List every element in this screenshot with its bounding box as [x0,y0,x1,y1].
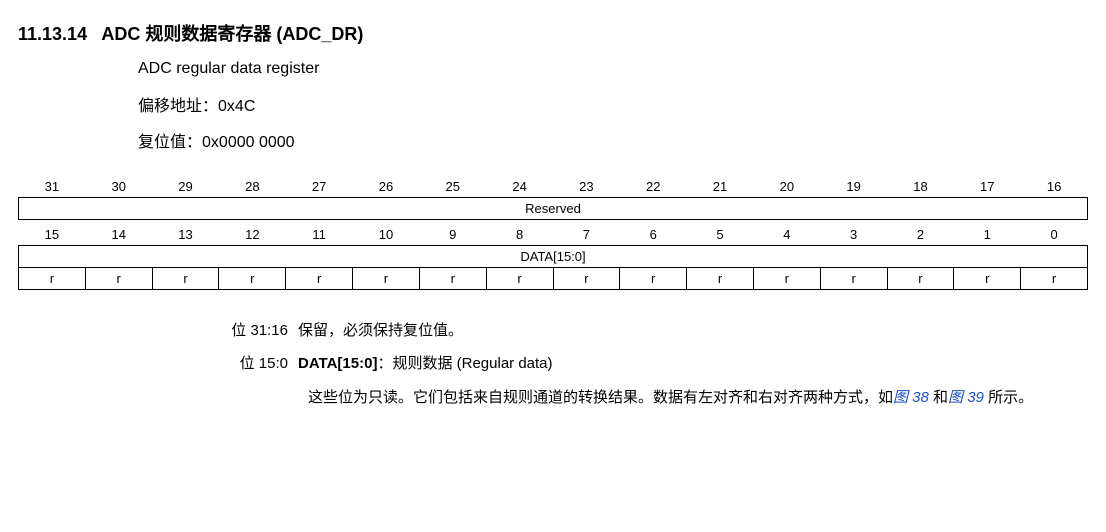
bit-num: 5 [687,224,754,246]
desc-and: 和 [929,389,948,406]
bit-row-high: 31 30 29 28 27 26 25 24 23 22 21 20 19 1… [19,176,1088,198]
section-title: ADC 规则数据寄存器 (ADC_DR) [101,24,363,44]
offset-label: 偏移地址： [138,98,218,115]
access-cell: r [19,267,86,289]
section-heading: 11.13.14 ADC 规则数据寄存器 (ADC_DR) [18,20,1088,46]
offset-address: 偏移地址：0x4C [138,92,1088,116]
bit-num: 30 [85,176,152,198]
access-cell: r [419,267,486,289]
access-cell: r [353,267,420,289]
access-cell: r [687,267,754,289]
bit-num: 8 [486,224,553,246]
desc-text: 保留，必须保持复位值。 [298,318,1088,344]
reset-value: 复位值：0x0000 0000 [138,128,1088,152]
bit-num: 17 [954,176,1021,198]
access-cell: r [85,267,152,289]
bit-num: 28 [219,176,286,198]
desc-data-title: DATA[15:0]：规则数据 (Regular data) [298,351,1088,377]
bit-num: 24 [486,176,553,198]
bit-num: 21 [687,176,754,198]
reset-label: 复位值： [138,134,202,151]
bit-num: 4 [753,224,820,246]
bit-num: 1 [954,224,1021,246]
access-cell: r [954,267,1021,289]
section-number: 11.13.14 [18,24,87,45]
bit-num: 19 [820,176,887,198]
bit-num: 27 [286,176,353,198]
bit-num: 18 [887,176,954,198]
field-title: 规则数据 (Regular data) [392,355,552,372]
bit-num: 10 [353,224,420,246]
bit-num: 9 [419,224,486,246]
access-cell: r [753,267,820,289]
field-reserved: Reserved [19,198,1088,220]
desc-body-pre: 这些位为只读。它们包括来自规则通道的转换结果。数据有左对齐和右对齐两种方式，如 [308,389,893,406]
access-cell: r [620,267,687,289]
bit-num: 11 [286,224,353,246]
bit-num: 23 [553,176,620,198]
bit-num: 7 [553,224,620,246]
field-data: DATA[15:0] [19,245,1088,267]
bit-num: 22 [620,176,687,198]
access-cell: r [553,267,620,289]
desc-label: 位 15:0 [218,351,298,377]
reset-value-text: 0x0000 0000 [202,134,295,151]
bit-num: 3 [820,224,887,246]
access-cell: r [486,267,553,289]
offset-value: 0x4C [218,98,255,115]
subtitle-en: ADC regular data register [138,60,1088,78]
figure-link-39[interactable]: 图 39 [948,389,984,406]
bit-num: 15 [19,224,86,246]
access-cell: r [152,267,219,289]
access-cell: r [887,267,954,289]
bit-num: 13 [152,224,219,246]
bit-num: 20 [753,176,820,198]
access-cell: r [1021,267,1088,289]
field-row-low: DATA[15:0] [19,245,1088,267]
access-cell: r [820,267,887,289]
bit-num: 12 [219,224,286,246]
desc-label: 位 31:16 [218,318,298,344]
field-name: DATA[15:0] [298,355,377,372]
access-row-low: r r r r r r r r r r r r r r r r [19,267,1088,289]
sep: ： [377,355,392,372]
bit-num: 0 [1021,224,1088,246]
bit-num: 31 [19,176,86,198]
desc-data: 位 15:0 DATA[15:0]：规则数据 (Regular data) [218,351,1088,377]
desc-body-post: 所示。 [984,389,1033,406]
bit-num: 14 [85,224,152,246]
figure-link-38[interactable]: 图 38 [893,389,929,406]
register-bit-table: 31 30 29 28 27 26 25 24 23 22 21 20 19 1… [18,176,1088,290]
desc-data-body: 这些位为只读。它们包括来自规则通道的转换结果。数据有左对齐和右对齐两种方式，如图… [308,385,1088,411]
access-cell: r [286,267,353,289]
bit-row-low: 15 14 13 12 11 10 9 8 7 6 5 4 3 2 1 0 [19,224,1088,246]
bit-num: 6 [620,224,687,246]
bit-description-block: 位 31:16 保留，必须保持复位值。 位 15:0 DATA[15:0]：规则… [218,318,1088,411]
bit-num: 26 [353,176,420,198]
field-row-high: Reserved [19,198,1088,220]
bit-num: 2 [887,224,954,246]
desc-reserved: 位 31:16 保留，必须保持复位值。 [218,318,1088,344]
bit-num: 29 [152,176,219,198]
bit-num: 25 [419,176,486,198]
bit-num: 16 [1021,176,1088,198]
access-cell: r [219,267,286,289]
